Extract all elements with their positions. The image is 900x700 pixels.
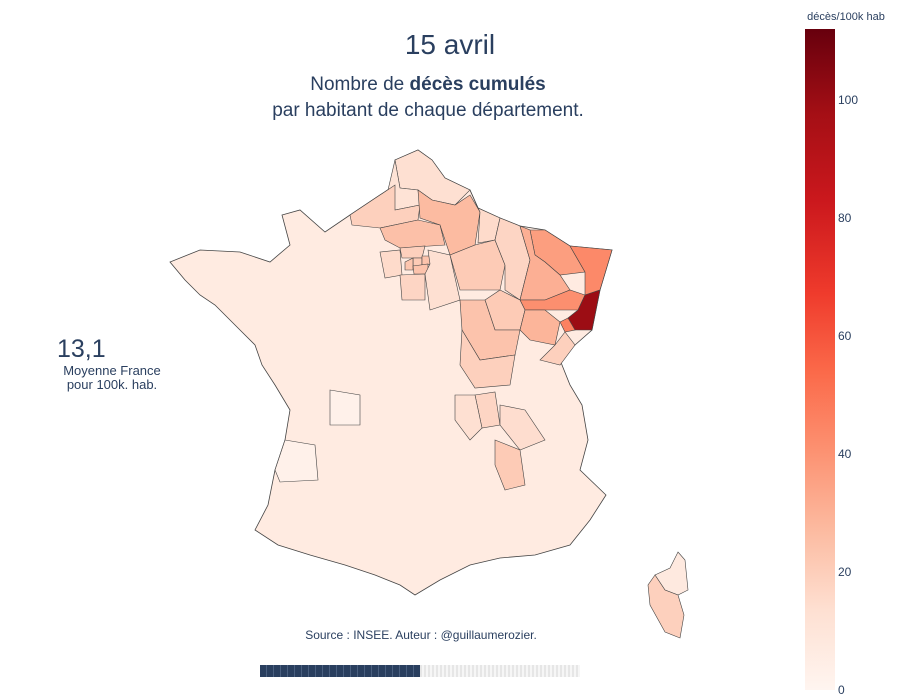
colorbar-tick-label: 20 <box>838 564 852 579</box>
colorbar <box>805 29 835 690</box>
department-hauts-de-seine[interactable] <box>404 257 414 271</box>
animation-progress-fill <box>260 665 420 677</box>
department-haute-vienne[interactable] <box>329 389 361 426</box>
colorbar-tick-label: 60 <box>838 328 852 343</box>
animation-progress-bar[interactable] <box>260 665 580 677</box>
department-is-re[interactable] <box>499 404 546 451</box>
map-subtitle: Nombre de décès cumulés par habitant de … <box>0 72 856 124</box>
colorbar-tick-label: 80 <box>838 210 852 225</box>
department-loire[interactable] <box>454 394 483 441</box>
colorbar-title: décès/100k hab <box>807 11 885 23</box>
department-dr-me[interactable] <box>494 439 526 491</box>
department-oise[interactable] <box>379 219 446 249</box>
national-average-label: Moyenne France pour 100k. hab. <box>63 363 161 392</box>
national-average-value: 13,1 <box>57 335 106 363</box>
department-essonne[interactable] <box>399 273 426 301</box>
subtitle-prefix: Nombre de <box>310 74 410 95</box>
subtitle-highlight: décès cumulés <box>409 74 546 95</box>
department-somme[interactable] <box>349 184 421 229</box>
department-val-d-oise[interactable] <box>399 245 426 259</box>
departments-layer <box>169 149 689 639</box>
date-title: 15 avril <box>404 29 496 60</box>
colorbar-tick-label: 40 <box>838 446 852 461</box>
source-note: Source : INSEE. Auteur : @guillaumerozie… <box>305 628 537 642</box>
department-gironde[interactable] <box>274 439 319 483</box>
subtitle-line2: par habitant de chaque département. <box>272 100 584 121</box>
department-corse-du-sud[interactable] <box>647 574 685 639</box>
department-sa-ne-et-loire[interactable] <box>459 329 516 389</box>
department-meurthe-et-moselle[interactable] <box>519 225 571 301</box>
colorbar-tick-label: 0 <box>838 683 845 697</box>
department-aisne[interactable] <box>417 189 481 256</box>
department-doubs[interactable] <box>539 331 576 366</box>
colorbar-tick-label: 100 <box>838 92 859 107</box>
